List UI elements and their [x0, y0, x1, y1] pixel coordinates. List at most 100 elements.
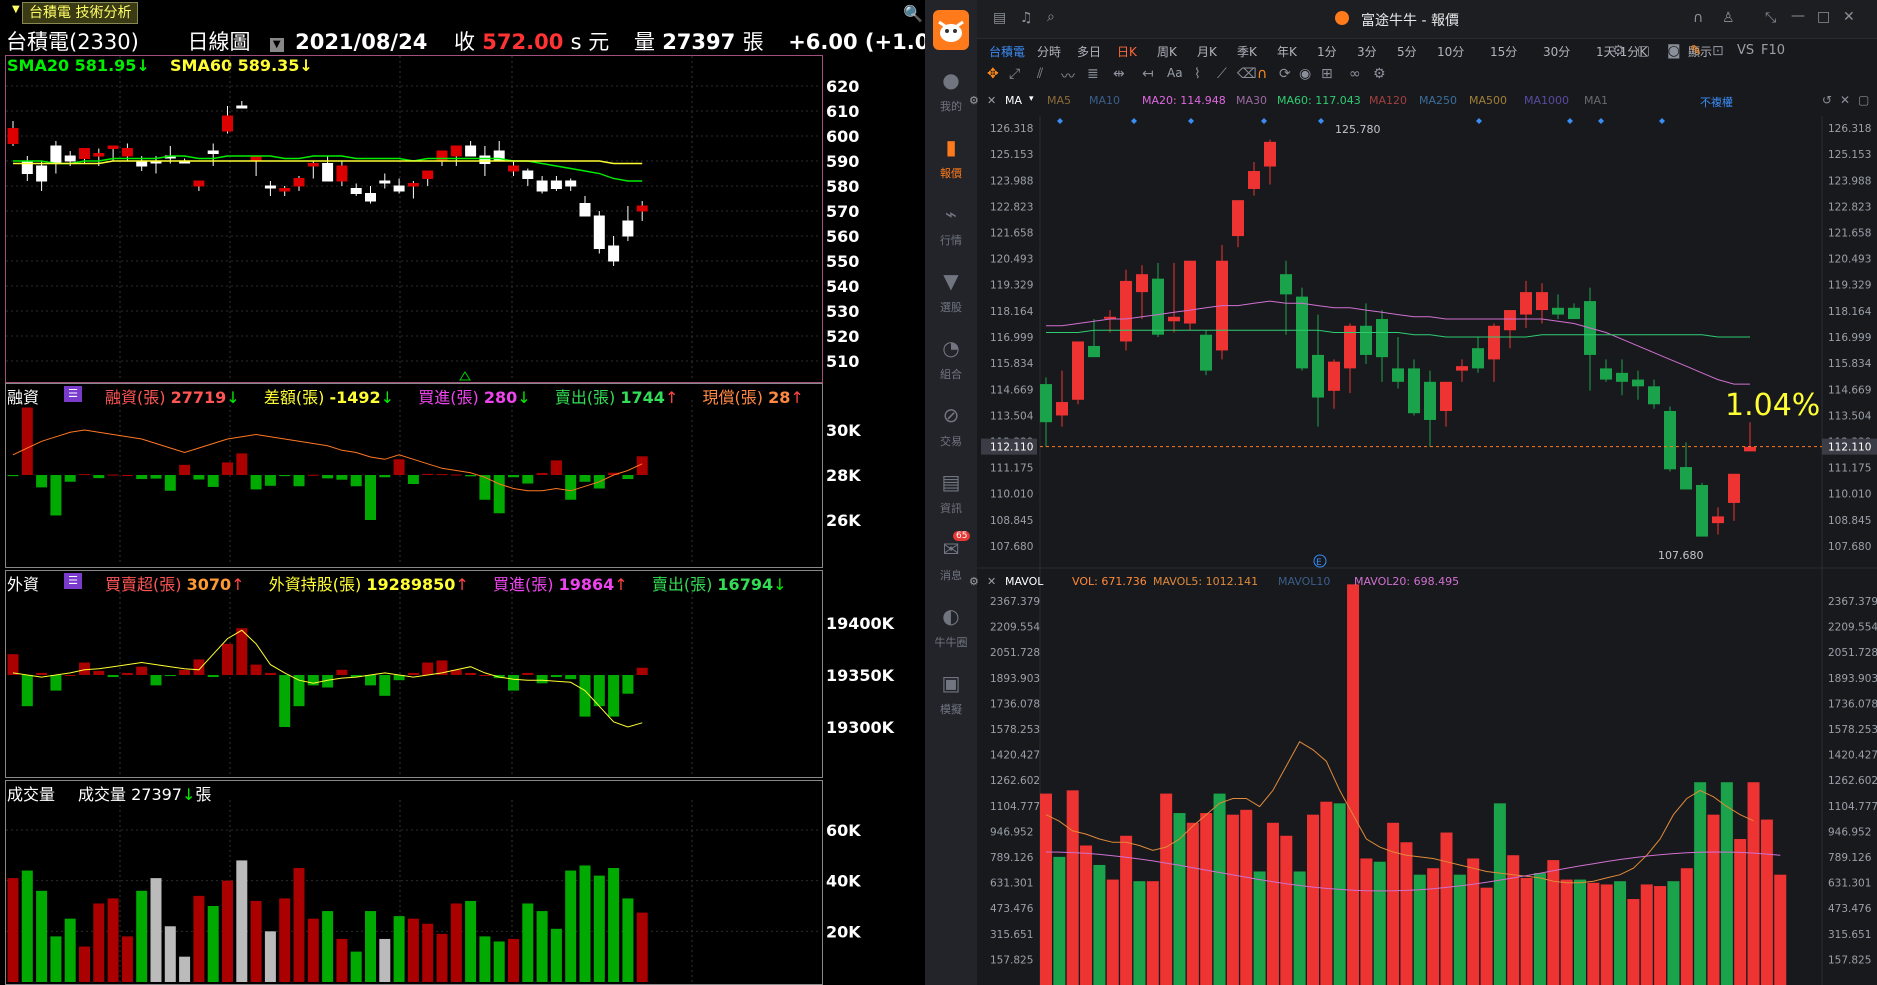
sidebar-item-message[interactable]: ✉ 消息 65 [925, 531, 977, 589]
eye-icon[interactable]: ◉ [1299, 66, 1312, 82]
period-tab[interactable]: 3分 [1357, 45, 1377, 59]
period-tab[interactable]: 1天:1分K [1596, 45, 1648, 59]
move-icon[interactable]: ✥ [987, 66, 999, 82]
zoom-icon[interactable]: 🔍 [903, 4, 923, 23]
pin-icon[interactable]: ⤡ [1765, 10, 1777, 26]
pencil-icon[interactable]: ✎ [1690, 43, 1702, 59]
period-tab[interactable]: 分時 [1037, 45, 1062, 59]
period-tab[interactable]: 1分 [1317, 45, 1337, 59]
dividend-marker [1659, 118, 1665, 124]
foreign-bar [436, 660, 448, 675]
period-tab[interactable]: 15分 [1490, 45, 1518, 59]
foreign-bar [522, 672, 534, 675]
price-tick-label: 610 [826, 102, 859, 121]
square-icon[interactable]: ▢ [1637, 43, 1651, 59]
period-tab[interactable]: 日K [1117, 45, 1137, 59]
news-icon: ▤ [941, 470, 961, 494]
period-tab[interactable]: 季K [1237, 45, 1257, 59]
volume-bar [1720, 782, 1733, 985]
foreign-bar [193, 659, 205, 675]
mavol20-label: MAVOL20: 698.495 [1354, 575, 1460, 588]
period-tab[interactable]: 顯示 [1688, 45, 1713, 59]
close-icon[interactable]: ✕ [1843, 9, 1855, 25]
ruler-icon[interactable]: ⟋ [1217, 66, 1227, 82]
adjust-toggle[interactable]: 不複權 [1700, 96, 1733, 109]
candle-body [236, 105, 248, 109]
sidebar-item-trend[interactable]: ⌁ 行情 [925, 202, 977, 254]
camera-icon[interactable]: ◙ [1667, 43, 1681, 59]
period-tab[interactable]: 周K [1157, 45, 1177, 59]
price-axis-label-right: 111.175 [1828, 463, 1871, 475]
brush-tool-icon[interactable]: ⌇ [1194, 66, 1201, 82]
ma-dropdown-icon[interactable]: ▾ [1029, 94, 1034, 104]
sidebar-item-news[interactable]: ▤ 資訊 [925, 470, 977, 522]
shirt-icon[interactable]: ♙ [1722, 10, 1735, 26]
wave-tool-icon[interactable]: 〰 [1061, 69, 1075, 85]
ma20-label: MA20: 114.948 [1142, 94, 1226, 107]
holding-label: 外資持股(張) [268, 575, 362, 594]
volume-bar [207, 906, 219, 982]
range-tool-icon[interactable]: ⇹ [1113, 66, 1125, 82]
period-tab[interactable]: 10分 [1437, 45, 1465, 59]
sidebar-item-user[interactable]: ● 我的 [925, 68, 977, 120]
vs-icon[interactable]: VS [1737, 43, 1755, 58]
candle-body [121, 148, 133, 157]
text-tool-icon[interactable]: Aa [1167, 66, 1183, 80]
vol-close-icon[interactable]: ✕ [987, 575, 997, 588]
lock-icon[interactable]: ⊡ [1712, 43, 1724, 59]
app-icon [1335, 11, 1349, 25]
price-tick-label: 530 [826, 302, 859, 321]
sidebar-item-quote[interactable]: ▮ 報價 [925, 135, 977, 187]
arrow-tool-icon[interactable]: ↤ [1142, 66, 1154, 82]
fullscreen-icon[interactable]: ▢ [1858, 93, 1870, 107]
f10-icon[interactable]: F10 [1761, 43, 1786, 58]
volume-bar [1173, 813, 1186, 985]
foreign-bar [36, 672, 48, 675]
vol-axis-label-right: 2209.554 [1828, 622, 1877, 634]
ma-settings-icon[interactable]: ⚙ [969, 94, 979, 107]
dividend-marker [1131, 118, 1137, 124]
stock-name-tab[interactable]: 台積電 [989, 45, 1026, 59]
gear-icon[interactable]: ⚙ [1612, 43, 1625, 59]
sidebar-item-gamepad[interactable]: ▣ 模擬 [925, 671, 977, 723]
dropdown-icon[interactable]: ▼ [269, 38, 284, 52]
period-tab[interactable]: 5分 [1397, 45, 1417, 59]
margin-bar [293, 475, 305, 487]
candle-body [1488, 325, 1500, 360]
chart-close-icon[interactable]: ✕ [1840, 93, 1851, 107]
period-tab[interactable]: 年K [1277, 45, 1297, 59]
bell-icon[interactable]: ♫ [1020, 10, 1033, 26]
cycle-icon[interactable]: ⟳ [1279, 66, 1291, 82]
minimize-icon[interactable]: — [1791, 8, 1805, 24]
parallel-tool-icon[interactable]: ⫽ [1037, 66, 1044, 82]
menu-icon[interactable]: ▤ [993, 10, 1007, 26]
sidebar-item-trade[interactable]: ⊘ 交易 [925, 403, 977, 455]
fib-tool-icon[interactable]: ≣ [1087, 66, 1099, 82]
list-icon[interactable]: ☰ [64, 386, 82, 402]
ma-close-icon[interactable]: ✕ [987, 94, 997, 107]
sidebar-item-moomoo[interactable]: ◐ 牛牛圈 [925, 604, 977, 656]
magnet-icon[interactable]: ∩ [1257, 66, 1268, 82]
erase-icon[interactable]: ⌫ [1237, 66, 1257, 82]
sidebar-item-funnel[interactable]: ▼ 選股 [925, 269, 977, 321]
gamepad-icon: ▣ [941, 671, 961, 695]
lock-tool-icon[interactable]: ⊞ [1321, 66, 1333, 82]
volume-bar [422, 923, 434, 982]
search-icon[interactable]: ⌕ [1047, 9, 1055, 25]
foreign-bar [636, 667, 648, 675]
headset-icon[interactable]: ∩ [1693, 10, 1704, 26]
vol-settings-icon[interactable]: ⚙ [969, 575, 979, 588]
list-icon[interactable]: ☰ [64, 573, 82, 589]
sidebar-item-label: 交易 [940, 435, 962, 448]
settings-tool-icon[interactable]: ⚙ [1373, 66, 1386, 82]
period-tab[interactable]: 30分 [1543, 45, 1571, 59]
period-tab[interactable]: 月K [1197, 45, 1217, 59]
maximize-icon[interactable]: □ [1817, 9, 1831, 25]
volume-bar [1587, 882, 1600, 985]
analysis-tab[interactable]: 台積電 技術分析 [22, 2, 139, 24]
link-icon[interactable]: ∞ [1349, 66, 1361, 82]
reset-icon[interactable]: ↺ [1822, 93, 1833, 107]
line-tool-icon[interactable]: ⤢ [1009, 66, 1021, 82]
sidebar-item-pie[interactable]: ◔ 組合 [925, 336, 977, 388]
period-tab[interactable]: 多日 [1077, 45, 1102, 59]
